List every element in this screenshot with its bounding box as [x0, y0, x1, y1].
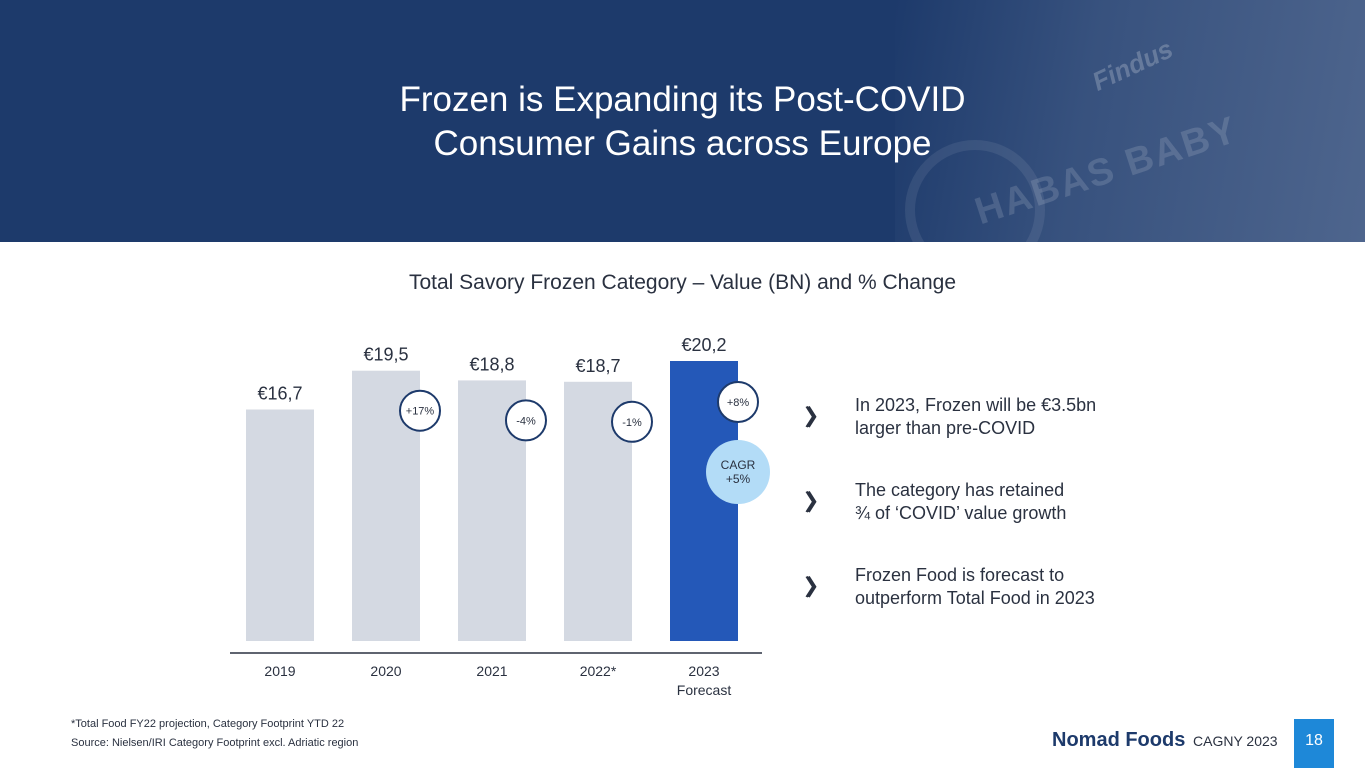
nomad-foods-logo: Nomad Foods: [1052, 729, 1186, 751]
pct-change-badge: [717, 381, 759, 423]
event-label: CAGNY 2023: [1193, 733, 1278, 749]
value-label: €16,7: [257, 384, 302, 404]
cagr-label: CAGR: [721, 458, 756, 472]
bullet-line: ¾ of ‘COVID’ value growth: [855, 503, 1067, 523]
x-tick-label: 2020: [370, 663, 401, 679]
pct-change-label: +8%: [727, 397, 750, 409]
double-chevron-icon: 〉〉: [805, 405, 829, 430]
slide-title-line2: Consumer Gains across Europe: [433, 124, 932, 163]
bullet-line: larger than pre-COVID: [855, 418, 1036, 438]
x-tick-label: 2021: [476, 663, 507, 679]
bullet-line: outperform Total Food in 2023: [855, 588, 1095, 608]
footnote-source: Source: Nielsen/IRI Category Footprint e…: [71, 737, 359, 749]
bullet-text: The category has retained ¾ of ‘COVID’ v…: [855, 479, 1185, 525]
header-banner: Findus HABAS BABY Frozen is Expanding it…: [0, 0, 1365, 242]
page-number: 18: [1294, 719, 1334, 768]
x-tick-label: 2022*: [580, 663, 617, 679]
value-label: €18,8: [469, 354, 514, 374]
bar-2019: [246, 409, 314, 641]
double-chevron-icon: 〉〉: [805, 575, 829, 600]
pct-change-label: +17%: [406, 406, 435, 418]
x-tick-label: Forecast: [677, 682, 732, 698]
slide-title: Frozen is Expanding its Post-COVID Consu…: [0, 78, 1365, 166]
x-tick-label: 2023: [688, 663, 719, 679]
bullet-line: In 2023, Frozen will be €3.5bn: [855, 395, 1097, 415]
bullet-line: Frozen Food is forecast to: [855, 565, 1065, 585]
cagr-bubble: [706, 440, 770, 504]
value-label: €19,5: [363, 345, 408, 365]
pct-change-label: -1%: [622, 417, 642, 429]
pct-change-badge: [399, 389, 441, 432]
pct-change-badge: [611, 400, 653, 443]
bowl-decoration: [905, 140, 1045, 242]
cagr-value: +5%: [726, 472, 751, 486]
double-chevron-icon: 〉〉: [805, 490, 829, 515]
pct-change-badge: [505, 399, 547, 442]
pct-change-label: -4%: [516, 415, 536, 427]
value-label: €20,2: [681, 335, 726, 355]
bullet-text: In 2023, Frozen will be €3.5bn larger th…: [855, 394, 1185, 440]
bullet-line: The category has retained: [855, 480, 1065, 500]
bullet-text: Frozen Food is forecast to outperform To…: [855, 564, 1185, 610]
value-label: €18,7: [575, 356, 620, 376]
chart-title: Total Savory Frozen Category – Value (BN…: [408, 271, 957, 294]
footnote-projection: *Total Food FY22 projection, Category Fo…: [71, 718, 345, 730]
slide-title-line1: Frozen is Expanding its Post-COVID: [399, 80, 966, 119]
x-tick-label: 2019: [264, 663, 295, 679]
